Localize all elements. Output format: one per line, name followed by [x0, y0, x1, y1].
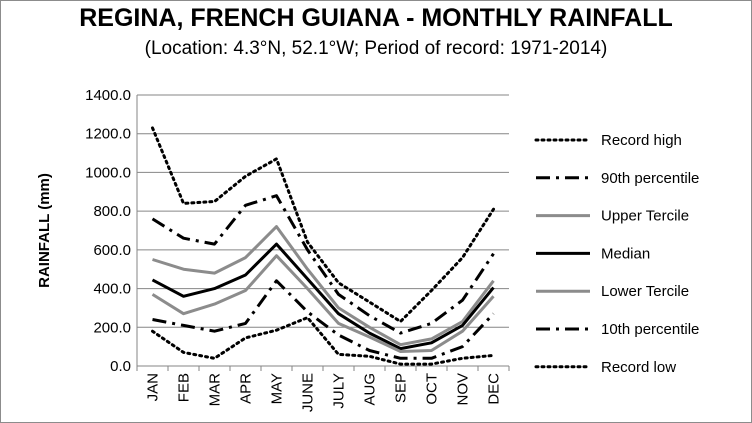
legend-label: 90th percentile — [601, 170, 699, 187]
series-line — [151, 126, 495, 323]
legend-label: 10th percentile — [601, 321, 699, 338]
x-tick-label: OCT — [424, 373, 441, 405]
y-tick-label: 200.0 — [93, 319, 131, 336]
x-tick-label: AUG — [362, 373, 379, 406]
x-tick-label: SEP — [393, 373, 410, 403]
series-line — [152, 225, 495, 347]
series-line — [151, 254, 495, 353]
x-tick-label: DEC — [486, 373, 503, 405]
legend-label: Record high — [601, 132, 682, 149]
legend-label: Record low — [601, 359, 676, 376]
x-tick-label: JAN — [145, 373, 162, 401]
x-tick-label: MAY — [269, 373, 286, 404]
y-tick-label: 1000.0 — [85, 164, 131, 181]
x-tick-label: FEB — [176, 373, 193, 402]
series-line — [152, 279, 495, 360]
legend-label: Lower Tercile — [601, 283, 689, 300]
series-line — [151, 242, 495, 351]
y-axis-title: RAINFALL (mm) — [36, 173, 53, 288]
x-tick-label: JULY — [331, 373, 348, 409]
y-tick-label: 1400.0 — [85, 87, 131, 104]
series-line — [151, 316, 495, 366]
chart-subtitle: (Location: 4.3°N, 52.1°W; Period of reco… — [144, 38, 608, 59]
y-tick-label: 1200.0 — [85, 126, 131, 143]
y-tick-label: 800.0 — [93, 203, 131, 220]
y-tick-label: 400.0 — [93, 281, 131, 298]
series-line — [151, 194, 495, 335]
legend-label: Median — [601, 245, 650, 262]
x-tick-label: APR — [238, 373, 255, 404]
y-tick-label: 600.0 — [93, 242, 131, 259]
chart-title: REGINA, FRENCH GUIANA - MONTHLY RAINFALL — [79, 4, 673, 32]
y-tick-label: 0.0 — [110, 358, 131, 375]
legend-label: Upper Tercile — [601, 208, 689, 225]
x-tick-label: MAR — [207, 373, 224, 407]
x-tick-label: NOV — [455, 373, 472, 406]
x-tick-label: JUNE — [300, 373, 317, 412]
